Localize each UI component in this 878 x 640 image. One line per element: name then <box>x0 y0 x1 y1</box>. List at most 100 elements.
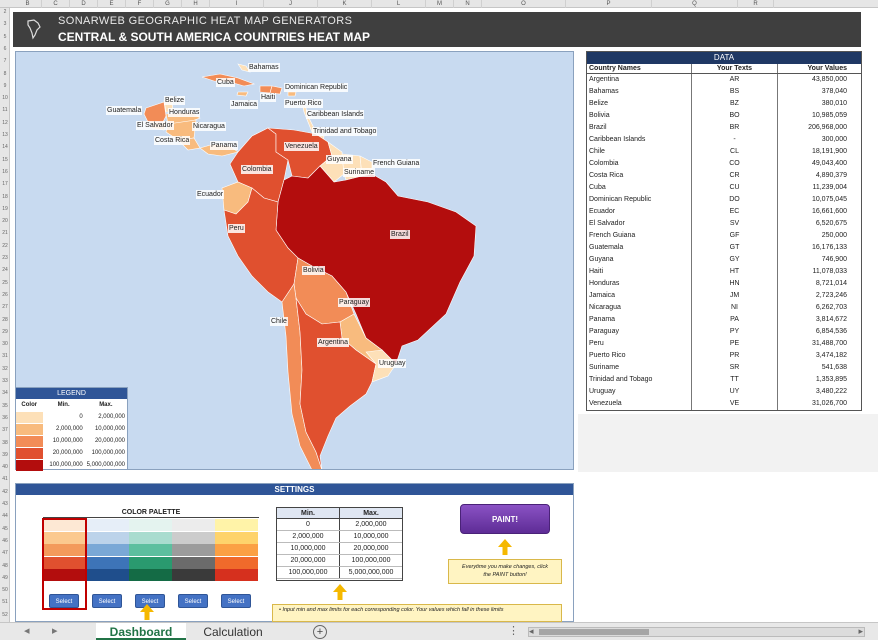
minmax-min-cell[interactable]: 2,000,000 <box>277 531 340 542</box>
cell-value[interactable]: 300,000 <box>821 136 847 143</box>
cell-country-code[interactable]: CR <box>692 170 778 182</box>
cell-country-name[interactable]: Cuba <box>587 182 692 194</box>
row-number[interactable]: 3 <box>3 21 7 28</box>
row-number[interactable]: 12 <box>2 119 8 126</box>
cell-value[interactable]: 16,176,133 <box>811 244 847 251</box>
cell-country-name[interactable]: Jamaica <box>587 290 692 302</box>
row-number[interactable]: 35 <box>2 402 8 409</box>
row-number[interactable]: 6 <box>3 45 7 52</box>
row-number[interactable]: 17 <box>2 181 8 188</box>
cell-country-code[interactable]: TT <box>692 374 778 386</box>
column-header[interactable]: C <box>42 0 70 8</box>
column-header[interactable]: P <box>566 0 652 8</box>
cell-country-name[interactable]: El Salvador <box>587 218 692 230</box>
cell-country-code[interactable]: BO <box>692 110 778 122</box>
row-number[interactable]: 50 <box>2 587 8 594</box>
row-number[interactable]: 28 <box>2 316 8 323</box>
column-header[interactable]: O <box>482 0 566 8</box>
cell-country-name[interactable]: French Guiana <box>587 230 692 242</box>
column-header[interactable]: K <box>318 0 372 8</box>
minmax-max-cell[interactable]: 10,000,000 <box>353 533 389 540</box>
row-number[interactable]: 36 <box>2 414 8 421</box>
cell-country-code[interactable]: - <box>692 134 778 146</box>
cell-country-name[interactable]: Uruguay <box>587 386 692 398</box>
row-number[interactable]: 25 <box>2 279 8 286</box>
add-sheet-button[interactable]: + <box>313 625 327 639</box>
cell-value[interactable]: 49,043,400 <box>811 160 847 167</box>
row-number[interactable]: 43 <box>2 501 8 507</box>
row-number[interactable]: 33 <box>2 378 8 384</box>
select-palette-button[interactable]: Select <box>92 594 122 608</box>
row-number[interactable]: 18 <box>2 193 8 200</box>
palette-column[interactable] <box>172 519 215 581</box>
map-bahamas[interactable] <box>237 63 251 73</box>
row-number[interactable]: 27 <box>2 304 8 311</box>
cell-value[interactable]: 6,262,703 <box>815 304 847 311</box>
row-number[interactable]: 32 <box>2 365 8 372</box>
cell-value[interactable]: 541,638 <box>821 364 847 371</box>
row-number[interactable]: 14 <box>2 144 8 151</box>
cell-value[interactable]: 380,010 <box>821 100 847 107</box>
scroll-right-icon[interactable]: ▸ <box>858 626 863 636</box>
cell-value[interactable]: 10,075,045 <box>811 196 847 203</box>
palette-column[interactable] <box>43 519 86 581</box>
row-number[interactable]: 26 <box>2 291 8 298</box>
row-number[interactable]: 40 <box>2 464 8 471</box>
column-header[interactable]: M <box>426 0 454 8</box>
row-number[interactable]: 52 <box>2 611 8 618</box>
row-number[interactable]: 13 <box>2 132 8 138</box>
cell-value[interactable]: 10,985,059 <box>811 112 847 119</box>
cell-value[interactable]: 43,850,000 <box>811 76 847 83</box>
column-header[interactable]: J <box>264 0 318 8</box>
cell-value[interactable]: 1,353,895 <box>815 376 847 383</box>
column-header[interactable]: I <box>210 0 264 8</box>
row-number[interactable]: 5 <box>3 33 7 40</box>
row-number[interactable]: 41 <box>2 476 8 483</box>
cell-country-name[interactable]: Guatemala <box>587 242 692 254</box>
minmax-max-cell[interactable]: 5,000,000,000 <box>348 569 394 576</box>
cell-country-code[interactable]: BR <box>692 122 778 134</box>
map-puerto-rico[interactable] <box>287 91 297 97</box>
cell-country-name[interactable]: Paraguay <box>587 326 692 338</box>
minmax-min-cell[interactable]: 10,000,000 <box>277 543 340 554</box>
cell-country-code[interactable]: DO <box>692 194 778 206</box>
cell-country-code[interactable]: GT <box>692 242 778 254</box>
horizontal-scrollbar[interactable]: ◂ ▸ <box>528 626 865 637</box>
cell-country-code[interactable]: BZ <box>692 98 778 110</box>
column-header[interactable]: Q <box>652 0 738 8</box>
cell-country-name[interactable]: Colombia <box>587 158 692 170</box>
cell-value[interactable]: 378,040 <box>821 88 847 95</box>
cell-value[interactable]: 3,474,182 <box>815 352 847 359</box>
cell-country-code[interactable]: PE <box>692 338 778 350</box>
row-number[interactable]: 24 <box>2 267 8 274</box>
row-number[interactable]: 19 <box>2 205 8 212</box>
map-peru[interactable] <box>223 187 299 303</box>
select-palette-button[interactable]: Select <box>49 594 79 608</box>
map-argentina[interactable] <box>295 297 377 470</box>
cell-country-name[interactable]: Peru <box>587 338 692 350</box>
cell-country-name[interactable]: Costa Rica <box>587 170 692 182</box>
cell-country-code[interactable]: CO <box>692 158 778 170</box>
cell-value[interactable]: 4,890,379 <box>815 172 847 179</box>
row-number[interactable]: 7 <box>3 58 7 65</box>
row-number[interactable]: 37 <box>2 427 8 434</box>
cell-country-code[interactable]: UY <box>692 386 778 398</box>
palette-column[interactable] <box>215 519 258 581</box>
row-number[interactable]: 39 <box>2 451 8 458</box>
column-header[interactable]: F <box>126 0 154 8</box>
cell-country-name[interactable]: Haiti <box>587 266 692 278</box>
cell-country-code[interactable]: PA <box>692 314 778 326</box>
row-number[interactable]: 44 <box>2 513 8 520</box>
prev-sheet-arrow-icon[interactable]: ◂ <box>24 625 30 637</box>
row-number[interactable]: 8 <box>3 70 7 77</box>
row-number[interactable]: 2 <box>3 9 7 15</box>
row-number[interactable]: 46 <box>2 537 8 544</box>
cell-country-code[interactable]: PY <box>692 326 778 338</box>
minmax-min-cell[interactable]: 20,000,000 <box>277 555 340 566</box>
minmax-max-cell[interactable]: 20,000,000 <box>353 545 389 552</box>
row-number[interactable]: 15 <box>2 156 8 163</box>
select-palette-button[interactable]: Select <box>178 594 208 608</box>
cell-value[interactable]: 3,814,672 <box>815 316 847 323</box>
cell-value[interactable]: 18,191,900 <box>811 148 847 155</box>
row-number[interactable]: 22 <box>2 242 8 249</box>
